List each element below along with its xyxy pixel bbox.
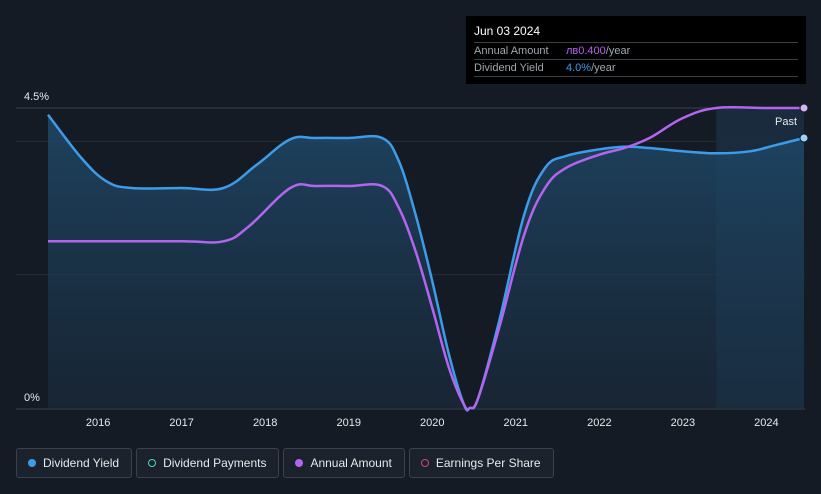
ring-dot-icon bbox=[420, 459, 429, 467]
x-tick-label: 2018 bbox=[253, 417, 277, 429]
legend-dividend-payments[interactable]: Dividend Payments bbox=[136, 448, 280, 478]
legend-annual-amount[interactable]: Annual Amount bbox=[283, 448, 405, 478]
tooltip-row-annual-amount: Annual Amount лв0.400 /year bbox=[474, 42, 798, 59]
chart-tooltip: Jun 03 2024 Annual Amount лв0.400 /year … bbox=[466, 16, 806, 84]
x-tick-label: 2022 bbox=[587, 417, 611, 429]
legend-label: Dividend Payments bbox=[163, 456, 267, 470]
x-tick-label: 2019 bbox=[336, 417, 360, 429]
legend-label: Earnings Per Share bbox=[435, 456, 541, 470]
tooltip-unit: /year bbox=[591, 62, 616, 74]
dividend-yield-area bbox=[48, 114, 804, 411]
filled-dot-icon bbox=[28, 459, 36, 467]
chart-legend: Dividend Yield Dividend Payments Annual … bbox=[16, 448, 558, 480]
annual-amount-end-marker bbox=[799, 103, 809, 113]
tooltip-label: Dividend Yield bbox=[474, 62, 544, 74]
tooltip-row-dividend-yield: Dividend Yield 4.0% /year bbox=[474, 59, 798, 77]
y-tick-label: 4.5% bbox=[24, 91, 49, 103]
x-tick-label: 2016 bbox=[86, 417, 110, 429]
x-tick-label: 2020 bbox=[420, 417, 444, 429]
tooltip-value: 4.0% bbox=[566, 62, 592, 74]
tooltip-value: лв0.400 bbox=[566, 45, 606, 57]
ring-dot-icon bbox=[148, 459, 157, 467]
legend-earnings-per-share[interactable]: Earnings Per Share bbox=[408, 448, 554, 478]
x-tick-label: 2024 bbox=[754, 417, 778, 429]
past-label: Past bbox=[775, 116, 797, 128]
legend-label: Dividend Yield bbox=[43, 456, 120, 470]
annual-amount-line[interactable] bbox=[48, 105, 804, 411]
x-tick-label: 2023 bbox=[671, 417, 695, 429]
tooltip-unit: /year bbox=[605, 45, 631, 57]
filled-dot-icon bbox=[295, 459, 304, 467]
tooltip-label: Annual Amount bbox=[474, 45, 549, 57]
legend-label: Annual Amount bbox=[310, 456, 392, 470]
y-tick-label: 0% bbox=[24, 392, 40, 404]
x-tick-label: 2021 bbox=[504, 417, 528, 429]
x-tick-label: 2017 bbox=[169, 417, 193, 429]
tooltip-date: Jun 03 2024 bbox=[474, 24, 541, 38]
dividend-yield-end-marker bbox=[799, 133, 809, 143]
legend-dividend-yield[interactable]: Dividend Yield bbox=[16, 448, 133, 478]
dividend-yield-line[interactable] bbox=[47, 113, 805, 412]
